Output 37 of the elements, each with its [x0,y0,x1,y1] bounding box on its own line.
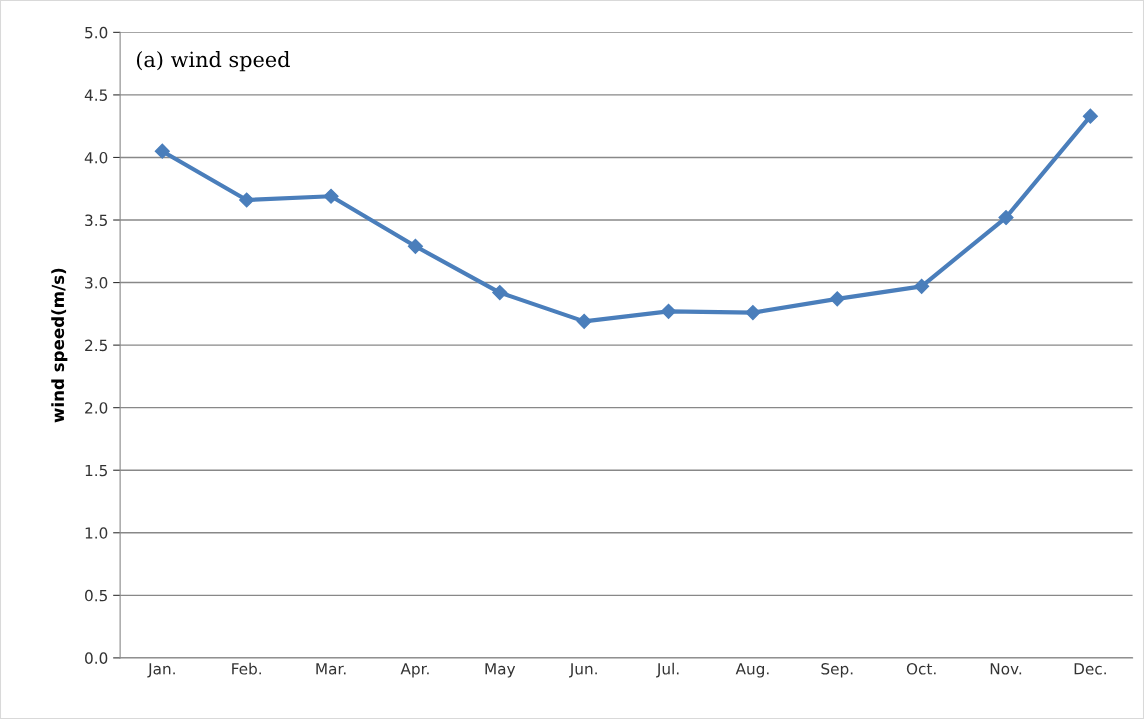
point [745,305,761,321]
y-tick-label: 2.0 [85,402,108,414]
y-tick-label: 3.5 [85,214,107,227]
x-tick-label: Mar. [316,663,346,675]
x-tick-label: Sep. [821,663,853,678]
y-tick-label: 4.5 [84,89,107,101]
x-tick-label: Oct. [906,663,936,675]
x-tick-label: Jun. [569,663,597,678]
x-tick-label: Nov. [990,663,1022,675]
x-tick-label: May [485,663,516,678]
x-tick-label: Dec. [1074,663,1106,675]
point [576,313,592,329]
point [239,192,255,208]
x-tick-label: Feb. [232,662,261,675]
y-tick-label: 1.0 [85,527,108,539]
point [154,143,170,159]
point [323,188,339,204]
annotation: (a) wind speed [136,51,290,72]
point [660,303,677,319]
y-tick-label: 4.0 [84,151,108,164]
y-tick-label: 0.0 [85,652,108,664]
y-tick-label: 1.5 [85,464,107,477]
point [914,278,930,294]
point [492,285,508,301]
y-tick-label: 2.5 [85,339,107,352]
y-tick-label: 5.0 [85,26,108,39]
x-tick-label: Jan. [147,663,175,678]
x-tick-label: Aug. [735,663,769,678]
x-tick-label: Jul. [656,662,679,678]
x-tick-label: Apr. [400,663,429,678]
point [829,291,845,307]
point [998,209,1014,226]
y-tick-label: 3.0 [85,277,108,289]
y-axis-title: wind speed(m/s) [51,268,68,423]
point [1082,108,1098,124]
y-tick-label: 0.5 [85,589,107,602]
point [407,238,423,254]
